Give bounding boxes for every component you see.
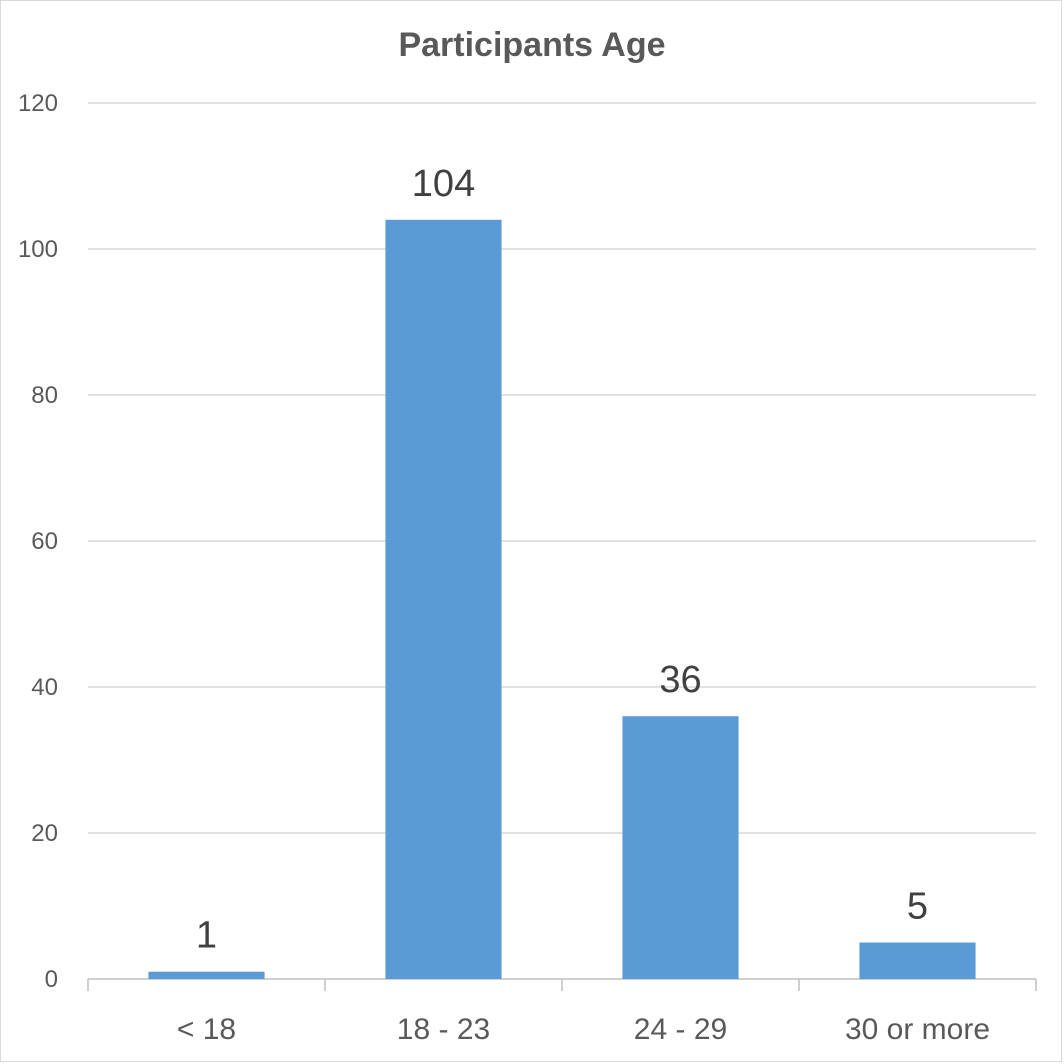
data-label: 5 [907,886,928,928]
y-tick-label: 80 [31,382,58,409]
x-category-label: 24 - 29 [634,1013,727,1046]
bar [385,219,502,980]
bar [859,942,976,979]
x-category-label: < 18 [177,1013,236,1046]
x-category-label: 18 - 23 [397,1013,490,1046]
y-tick-label: 60 [31,528,58,555]
x-category-label: 30 or more [845,1013,990,1046]
y-tick-label: 0 [45,966,58,993]
y-tick-label: 100 [18,236,58,263]
x-axis-category-labels: < 18 18 - 23 24 - 29 30 or more [177,1013,990,1046]
y-tick-label: 20 [31,820,58,847]
x-axis [87,978,1037,991]
data-label: 1 [196,915,217,957]
data-label: 36 [659,659,701,701]
data-label: 104 [412,163,475,205]
chart-title: Participants Age [398,26,666,64]
y-axis-tick-labels: 0 20 40 60 80 100 120 [18,90,58,993]
y-tick-label: 120 [18,90,58,117]
y-tick-label: 40 [31,674,58,701]
bars [148,219,976,980]
gridlines [88,102,1036,834]
bar [622,716,739,979]
data-labels: 1 104 36 5 [196,163,928,957]
bar [148,971,265,979]
